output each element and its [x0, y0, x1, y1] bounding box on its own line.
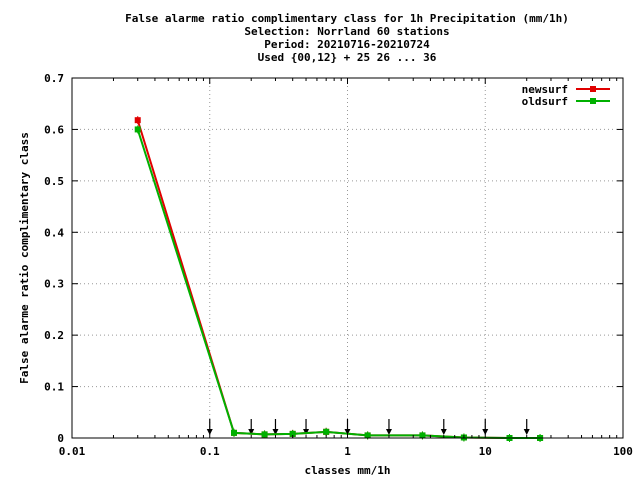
series-group	[134, 116, 544, 442]
x-tick-label: 0.01	[59, 445, 86, 458]
series-line-newsurf	[136, 119, 541, 439]
chart-title-line: Period: 20210716-20210724	[264, 38, 430, 51]
class-arrow-head	[523, 429, 530, 435]
y-tick-label: 0.4	[44, 226, 64, 239]
y-axis-label: False alarme ratio complimentary class	[18, 132, 31, 384]
class-arrow-head	[272, 429, 279, 435]
legend-label-oldsurf: oldsurf	[522, 95, 568, 108]
x-tick-label: 100	[613, 445, 633, 458]
chart-title-line: Selection: Norrland 60 stations	[244, 25, 449, 38]
y-tick-label: 0.1	[44, 381, 64, 394]
class-arrow-head	[248, 429, 255, 435]
x-tick-label: 0.1	[200, 445, 220, 458]
legend-label-newsurf: newsurf	[522, 83, 568, 96]
y-tick-label: 0.7	[44, 72, 64, 85]
class-arrow-head	[303, 429, 310, 435]
class-arrow-head	[385, 429, 392, 435]
chart-title-line: Used {00,12} + 25 26 ... 36	[258, 51, 437, 64]
x-tick-label: 1	[344, 445, 351, 458]
axis-ticks: 0 0.1 0.2 0.3 0.4 0.5 0.6 0.7 0.01 0.1 1 10 100	[44, 72, 633, 458]
y-tick-label: 0.5	[44, 175, 64, 188]
chart-title: False alarme ratio complimentary class f…	[125, 12, 569, 64]
y-tick-label: 0	[57, 432, 64, 445]
y-tick-label: 0.3	[44, 278, 64, 291]
x-tick-label: 10	[479, 445, 492, 458]
grid	[72, 78, 623, 438]
y-tick-label: 0.2	[44, 329, 64, 342]
legend-marker-newsurf	[590, 86, 596, 92]
class-arrows	[206, 419, 530, 435]
class-arrow-head	[440, 429, 447, 435]
chart-title-line: False alarme ratio complimentary class f…	[125, 12, 569, 25]
x-axis-label: classes mm/1h	[304, 464, 390, 477]
series-line-oldsurf	[136, 129, 541, 439]
legend-marker-oldsurf	[590, 98, 596, 104]
y-tick-label: 0.6	[44, 123, 64, 136]
